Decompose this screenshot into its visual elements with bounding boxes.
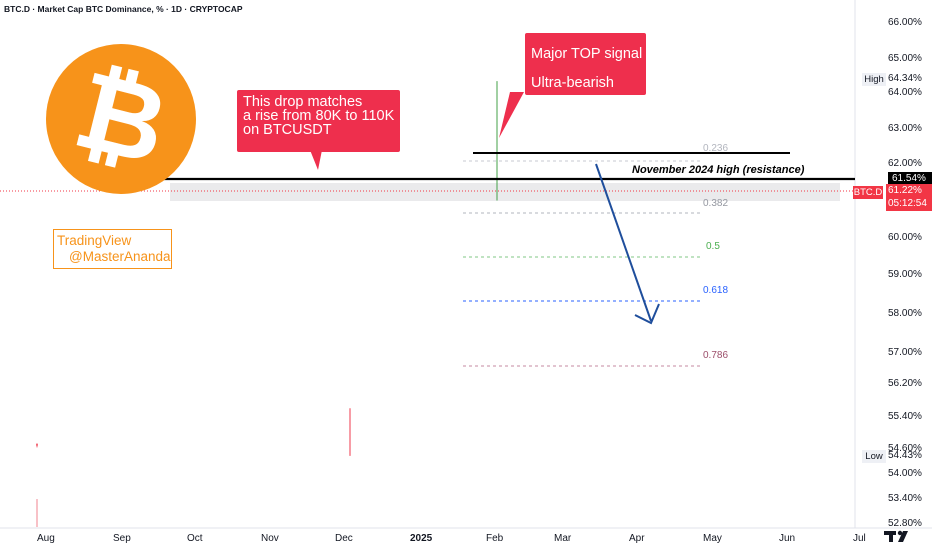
y-tick: 55.40%	[888, 411, 922, 422]
x-tick: Mar	[554, 533, 572, 544]
y-tick: 60.00%	[888, 232, 922, 243]
current-value-box: 61.22% 05:12:54	[886, 184, 932, 211]
current-price-tag[interactable]: BTC.D 61.22% 05:12:54	[853, 184, 932, 211]
candlestick-series	[36, 81, 498, 456]
drop-callout-pointer	[310, 150, 322, 170]
fib-label-05: 0.5	[706, 241, 720, 252]
x-tick: Sep	[113, 533, 131, 544]
top-callout-pointer	[499, 92, 524, 138]
y-tick: 56.20%	[888, 378, 922, 389]
fib-label-0236: 0.236	[703, 143, 729, 154]
y-tick: 52.80%	[888, 518, 922, 529]
resistance-label: November 2024 high (resistance)	[632, 164, 805, 176]
y-tick: 53.40%	[888, 493, 922, 504]
bearish-arrow-head	[634, 303, 660, 325]
x-tick: May	[703, 533, 722, 544]
drop-callout-text: This drop matches a rise from 80K to 110…	[243, 94, 395, 138]
x-tick: Oct	[187, 533, 203, 544]
x-tick: Nov	[261, 533, 279, 544]
high-tag: High	[862, 73, 886, 86]
low-value: 54.43%	[888, 450, 922, 461]
fib-label-0618: 0.618	[703, 285, 729, 296]
y-tick: 62.00%	[888, 158, 922, 169]
top-callout-text: Major TOP signal Ultra-bearish	[531, 46, 643, 91]
candle-body	[36, 444, 38, 446]
y-tick: 64.00%	[888, 87, 922, 98]
y-tick: 57.00%	[888, 347, 922, 358]
y-tick: 63.00%	[888, 123, 922, 134]
bitcoin-logo-icon: ₿	[46, 44, 196, 194]
drop-callout[interactable]: This drop matches a rise from 80K to 110…	[237, 90, 400, 152]
volume-bar	[36, 499, 38, 527]
tradingview-logo-icon[interactable]	[882, 528, 922, 544]
x-tick: Feb	[486, 533, 504, 544]
y-tick: 54.00%	[888, 468, 922, 479]
top-callout[interactable]: Major TOP signal Ultra-bearish	[525, 33, 646, 95]
y-tick: 54.60%	[888, 443, 922, 454]
high-value: 64.34%	[888, 73, 922, 84]
y-tick: 59.00%	[888, 269, 922, 280]
resistance-value-tag: 61.54%	[888, 172, 932, 185]
watermark: TradingView @MasterAnanda	[53, 229, 172, 269]
low-tag: Low	[862, 450, 886, 463]
y-tick: 58.00%	[888, 308, 922, 319]
x-tick: Apr	[629, 533, 645, 544]
current-value: 61.22%	[888, 185, 922, 196]
x-tick: 2025	[410, 533, 433, 544]
chart-title: BTC.D · Market Cap BTC Dominance, % · 1D…	[4, 4, 243, 14]
resistance-zone	[170, 183, 840, 201]
countdown: 05:12:54	[888, 198, 927, 209]
bearish-arrow	[595, 163, 652, 322]
x-tick: Aug	[37, 533, 55, 544]
x-tick: Jul	[853, 533, 866, 544]
y-tick: 65.00%	[888, 53, 922, 64]
x-tick: Jun	[779, 533, 796, 544]
current-ticker: BTC.D	[853, 186, 883, 199]
x-tick: Dec	[335, 533, 353, 544]
fib-label-0786: 0.786	[703, 350, 729, 361]
watermark-line1: TradingView	[57, 233, 132, 248]
y-tick: 66.00%	[888, 17, 922, 28]
watermark-line2: @MasterAnanda	[69, 249, 171, 264]
fib-label-0382: 0.382	[703, 198, 729, 209]
volume-histogram	[36, 499, 38, 527]
